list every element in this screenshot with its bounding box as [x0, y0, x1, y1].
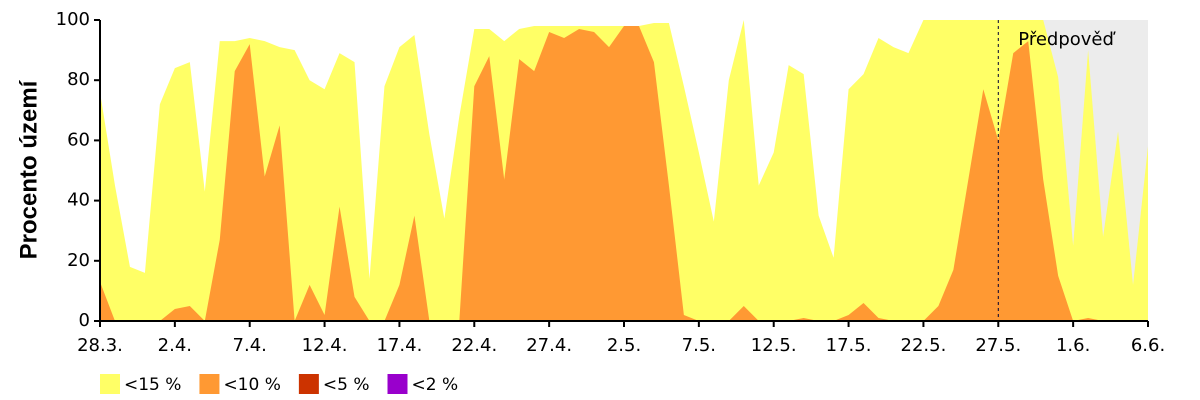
x-tick-label: 22.5. — [901, 335, 947, 356]
legend-swatch — [199, 374, 220, 394]
y-tick-label: 20 — [67, 250, 90, 271]
y-tick-label: 60 — [67, 129, 90, 150]
x-tick-label: 28.3. — [77, 335, 123, 356]
legend-label: <5 % — [323, 375, 370, 395]
y-axis-label: Procento území — [15, 79, 42, 259]
x-tick-label: 27.4. — [526, 335, 572, 356]
x-tick-label: 7.5. — [682, 335, 716, 356]
forecast-label: Předpověď — [1018, 29, 1116, 50]
x-tick-label: 12.4. — [302, 335, 348, 356]
legend-label: <2 % — [412, 375, 459, 395]
x-tick-label: 6.6. — [1131, 335, 1165, 356]
x-tick-label: 1.6. — [1056, 335, 1090, 356]
legend-label: <10 % — [223, 375, 280, 395]
legend-swatch — [100, 374, 120, 394]
x-tick-label: 17.4. — [377, 335, 423, 356]
x-tick-label: 7.4. — [233, 335, 267, 356]
y-tick-label: 40 — [67, 190, 90, 211]
legend-swatch — [298, 374, 319, 394]
x-tick-label: 2.5. — [607, 335, 641, 356]
area — [100, 26, 1148, 322]
x-tick-label: 22.4. — [451, 335, 497, 356]
x-tick-label: 2.4. — [158, 335, 192, 356]
x-tick-label: 17.5. — [826, 335, 872, 356]
x-tick-label: 27.5. — [975, 335, 1021, 356]
legend-label: <15 % — [124, 375, 181, 395]
x-tick-label: 12.5. — [751, 335, 797, 356]
legend-swatch — [387, 374, 408, 394]
y-tick-label: 80 — [67, 69, 90, 90]
y-tick-label: 100 — [56, 9, 90, 30]
y-tick-label: 0 — [79, 310, 90, 331]
